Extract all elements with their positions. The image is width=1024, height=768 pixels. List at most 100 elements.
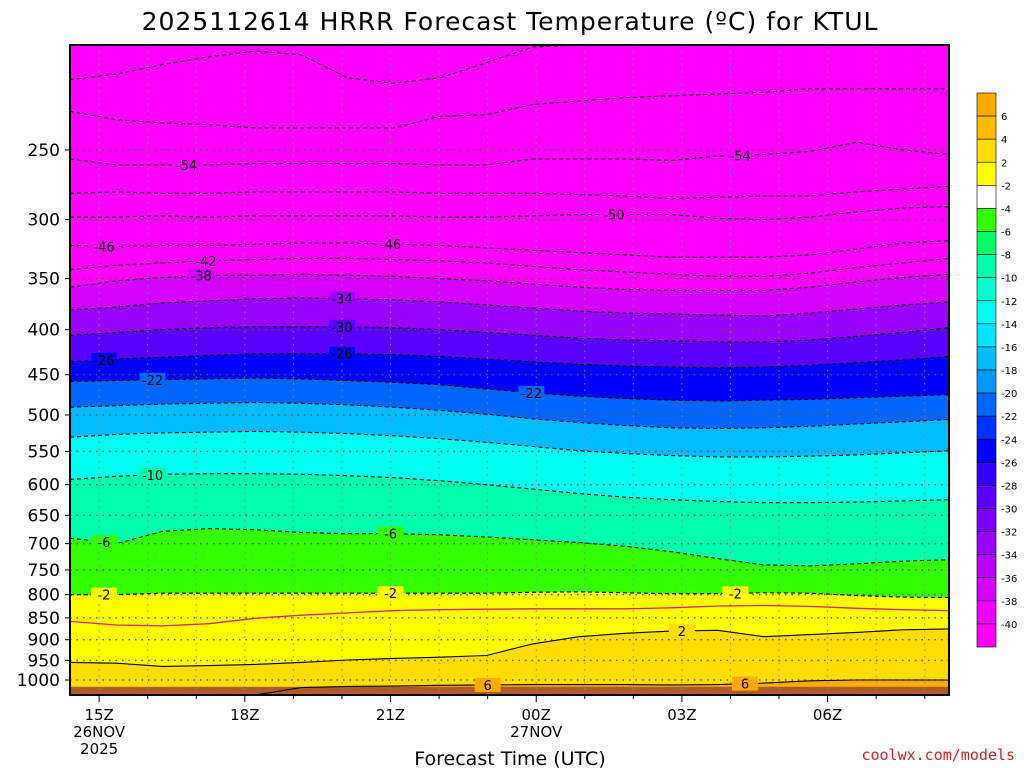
colorbar-label: -40 [1001, 620, 1017, 631]
y-tick-label: 400 [28, 321, 60, 341]
isotherm-label: -54 [730, 149, 751, 164]
isotherm-label: -22 [521, 387, 542, 402]
colorbar-swatch [976, 462, 997, 486]
colorbar-swatch [976, 323, 997, 348]
isotherm-label: 6 [741, 678, 749, 693]
colorbar-label: -28 [1001, 481, 1017, 492]
y-tick-label: 250 [28, 141, 60, 161]
isotherm-label-bg [732, 676, 759, 691]
temperature-fill [70, 45, 949, 695]
y-tick-label: 1000 [17, 671, 60, 691]
y-tick-label: 600 [28, 476, 60, 496]
isotherm--38 [70, 273, 949, 291]
colorbar-label: -36 [1001, 574, 1017, 585]
y-tick-label: 700 [28, 535, 60, 555]
x-tick-label: 06Z [813, 706, 842, 724]
colorbar-label: -24 [1001, 435, 1017, 446]
colorbar-label: -18 [1001, 366, 1017, 377]
isotherm-6 [70, 679, 949, 695]
colorbar-swatch [976, 300, 997, 325]
colorbar-label: -6 [1001, 228, 1011, 239]
isotherm-label-bg [328, 291, 355, 306]
colorbar-label: -26 [1001, 458, 1017, 469]
colorbar-swatch [976, 277, 997, 302]
colorbar-swatch [976, 415, 997, 440]
isotherm-label-bg [722, 586, 749, 601]
isotherm-label-bg [377, 237, 404, 252]
isotherm-label: -10 [142, 469, 163, 484]
colorbar-swatch [976, 185, 997, 209]
chart-title: 2025112614 HRRR Forecast Temperature (ºC… [142, 7, 879, 36]
colorbar-swatch [976, 138, 997, 163]
isotherm-label: -46 [380, 238, 401, 253]
colorbar-label: -14 [1001, 320, 1017, 331]
isotherm-label-bg [727, 148, 754, 163]
isotherm-label: -22 [142, 374, 163, 389]
plot-frame [69, 44, 950, 696]
grid [70, 45, 949, 695]
isotherm-label-bg [139, 372, 166, 387]
y-tick-label: 300 [28, 211, 60, 231]
ground [70, 686, 949, 695]
isotherm-2 [70, 628, 949, 667]
isotherm-label-bg [328, 319, 355, 334]
colorbar-label: -12 [1001, 297, 1017, 308]
colorbar-label: -30 [1001, 505, 1017, 516]
colorbar-swatch [976, 369, 997, 394]
isotherm-label: -42 [195, 255, 216, 270]
x-tick-date: 27NOV [510, 723, 563, 741]
isotherm--58 [70, 45, 949, 84]
isotherm-label-bg [90, 535, 117, 550]
colorbar-label: 6 [1001, 112, 1007, 123]
colorbar-label: -34 [1001, 551, 1017, 562]
isotherm-label-bg [192, 253, 219, 268]
colorbar-label: -8 [1001, 251, 1011, 262]
isotherm-label: 6 [484, 679, 492, 694]
colorbar-swatch [976, 92, 997, 117]
y-tick-label: 800 [28, 586, 60, 606]
isotherm--6 [70, 528, 949, 567]
colorbar-swatch [976, 346, 997, 371]
isotherm-labels: -54-54-50-46 -46-42-38-34-30-26 -26-22-22-… [90, 148, 759, 694]
colorbar-label: -2 [1001, 181, 1011, 192]
y-axis: 2503003504004505005506006507007508008509… [17, 141, 70, 691]
isotherm-label-bg [600, 207, 627, 222]
x-tick-label: 15Z [84, 706, 113, 724]
y-tick-label: 350 [28, 270, 60, 290]
y-tick-label: 850 [28, 609, 60, 629]
x-axis-label: Forecast Time (UTC) [414, 748, 605, 768]
isotherm-label-bg [377, 586, 404, 601]
colorbar-label: -4 [1001, 204, 1011, 215]
x-tick-label: 18Z [230, 706, 259, 724]
y-tick-label: 750 [28, 561, 60, 581]
x-tick-label: 03Z [667, 706, 696, 724]
isotherm-label: -30 [331, 321, 352, 336]
colorbar-swatch [976, 623, 997, 648]
isotherm-label: -34 [331, 293, 352, 308]
isotherm-0 [70, 604, 949, 627]
isotherm-label-bg [668, 623, 695, 638]
colorbar-swatch [976, 438, 997, 463]
colorbar-swatch [976, 254, 997, 278]
colorbar-swatch [976, 115, 997, 140]
isotherm-label: -38 [191, 270, 212, 285]
isotherm-label: -46 [93, 240, 114, 255]
isotherm-label: 2 [678, 625, 686, 640]
y-tick-label: 650 [28, 506, 60, 526]
isotherm-label-bg [139, 467, 166, 482]
isotherm-label-bg [90, 239, 117, 254]
isotherm-label-bg [173, 157, 200, 172]
band-above-2 [70, 628, 949, 695]
colorbar-label: -20 [1001, 389, 1017, 400]
credit-link[interactable]: coolwx.com/models [861, 746, 1015, 764]
colorbar-swatch [976, 508, 997, 532]
isotherm-label: -6 [384, 528, 397, 543]
colorbar-label: 2 [1001, 158, 1007, 169]
isotherm--56 [70, 88, 949, 129]
colorbar-swatch [976, 485, 997, 509]
isotherm-label-bg [90, 352, 117, 367]
colorbar-swatch [976, 554, 997, 579]
y-tick-label: 450 [28, 366, 60, 386]
